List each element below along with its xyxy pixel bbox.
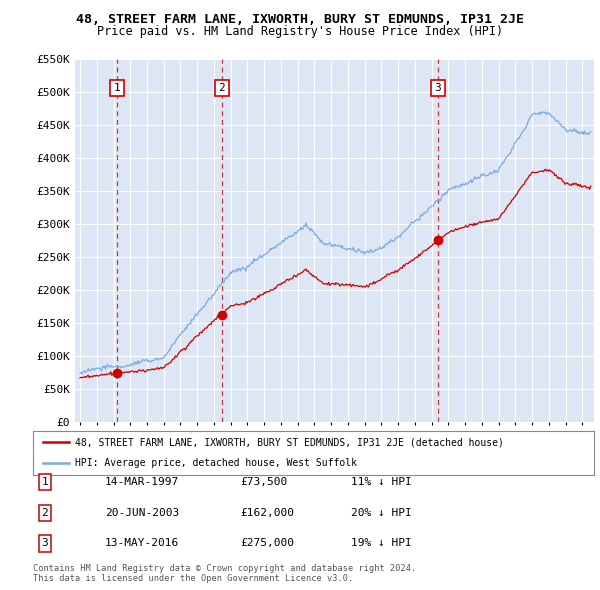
Text: 48, STREET FARM LANE, IXWORTH, BURY ST EDMUNDS, IP31 2JE: 48, STREET FARM LANE, IXWORTH, BURY ST E… bbox=[76, 13, 524, 26]
Text: HPI: Average price, detached house, West Suffolk: HPI: Average price, detached house, West… bbox=[75, 458, 357, 468]
Text: Contains HM Land Registry data © Crown copyright and database right 2024.: Contains HM Land Registry data © Crown c… bbox=[33, 565, 416, 573]
Text: 48, STREET FARM LANE, IXWORTH, BURY ST EDMUNDS, IP31 2JE (detached house): 48, STREET FARM LANE, IXWORTH, BURY ST E… bbox=[75, 437, 504, 447]
Text: £162,000: £162,000 bbox=[240, 508, 294, 517]
Text: 20-JUN-2003: 20-JUN-2003 bbox=[105, 508, 179, 517]
Text: 3: 3 bbox=[41, 539, 49, 548]
Text: 1: 1 bbox=[41, 477, 49, 487]
Text: 2: 2 bbox=[41, 508, 49, 517]
Text: 1: 1 bbox=[113, 83, 121, 93]
Text: 13-MAY-2016: 13-MAY-2016 bbox=[105, 539, 179, 548]
Text: 20% ↓ HPI: 20% ↓ HPI bbox=[351, 508, 412, 517]
Text: 11% ↓ HPI: 11% ↓ HPI bbox=[351, 477, 412, 487]
Text: 3: 3 bbox=[434, 83, 441, 93]
Text: £73,500: £73,500 bbox=[240, 477, 287, 487]
Text: This data is licensed under the Open Government Licence v3.0.: This data is licensed under the Open Gov… bbox=[33, 574, 353, 583]
Text: 19% ↓ HPI: 19% ↓ HPI bbox=[351, 539, 412, 548]
Text: 14-MAR-1997: 14-MAR-1997 bbox=[105, 477, 179, 487]
Text: Price paid vs. HM Land Registry's House Price Index (HPI): Price paid vs. HM Land Registry's House … bbox=[97, 25, 503, 38]
Text: £275,000: £275,000 bbox=[240, 539, 294, 548]
Text: 2: 2 bbox=[218, 83, 225, 93]
